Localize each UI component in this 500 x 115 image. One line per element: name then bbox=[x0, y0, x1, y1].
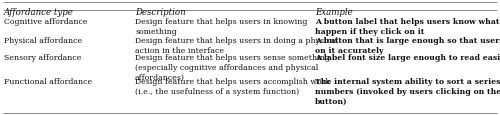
Text: Affordance type: Affordance type bbox=[4, 8, 74, 17]
Text: The internal system ability to sort a series of
numbers (invoked by users clicki: The internal system ability to sort a se… bbox=[315, 77, 500, 105]
Text: A button label that helps users know what will
happen if they click on it: A button label that helps users know wha… bbox=[315, 18, 500, 36]
Text: Functional affordance: Functional affordance bbox=[4, 77, 92, 85]
Text: Design feature that helps users sense something
(especially cognitive affordance: Design feature that helps users sense so… bbox=[135, 54, 330, 81]
Text: A label font size large enough to read easily: A label font size large enough to read e… bbox=[315, 54, 500, 61]
Text: Physical affordance: Physical affordance bbox=[4, 37, 82, 45]
Text: Sensory affordance: Sensory affordance bbox=[4, 54, 82, 61]
Text: Description: Description bbox=[135, 8, 186, 17]
Text: Example: Example bbox=[315, 8, 353, 17]
Text: Design feature that helps users in knowing
something: Design feature that helps users in knowi… bbox=[135, 18, 308, 36]
Text: Design feature that helps users in doing a physical
action in the interface: Design feature that helps users in doing… bbox=[135, 37, 338, 54]
Text: Design feature that helps users accomplish work
(i.e., the usefulness of a syste: Design feature that helps users accompli… bbox=[135, 77, 330, 95]
Text: A button that is large enough so that users can click
on it accurately: A button that is large enough so that us… bbox=[315, 37, 500, 54]
Text: Cognitive affordance: Cognitive affordance bbox=[4, 18, 87, 26]
